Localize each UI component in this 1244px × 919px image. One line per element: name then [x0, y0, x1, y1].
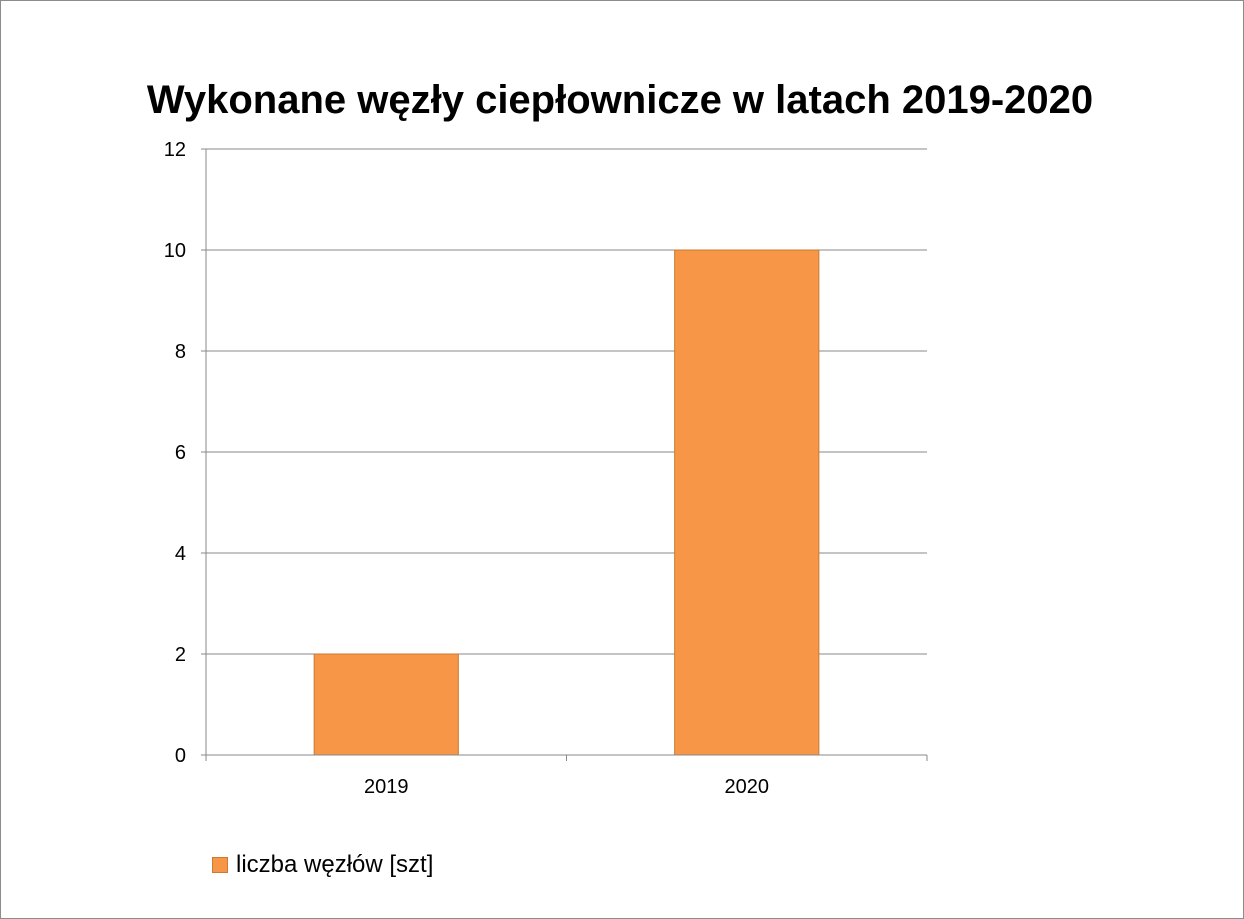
legend: liczba węzłów [szt]: [212, 850, 433, 880]
chart-title: Wykonane węzły ciepłownicze w latach 201…: [146, 78, 1094, 122]
tick-labels: 0 2 4 6 8 10 12 2019 2020: [164, 139, 769, 798]
axes: [201, 148, 928, 761]
y-tick-label: 12: [164, 139, 186, 161]
legend-swatch: [212, 857, 228, 873]
x-tick-label: 2019: [364, 776, 409, 798]
bars: [313, 249, 820, 756]
x-tick-label: 2020: [725, 776, 770, 798]
legend-label: liczba węzłów [szt]: [236, 851, 434, 878]
y-tick-label: 6: [175, 442, 186, 464]
y-tick-label: 4: [175, 543, 186, 565]
bar-2020: [674, 249, 820, 756]
y-tick-label: 2: [175, 644, 186, 666]
y-tick-label: 0: [175, 745, 186, 767]
bar-2019: [313, 653, 459, 756]
y-tick-label: 10: [164, 240, 186, 262]
y-tick-label: 8: [175, 341, 186, 363]
